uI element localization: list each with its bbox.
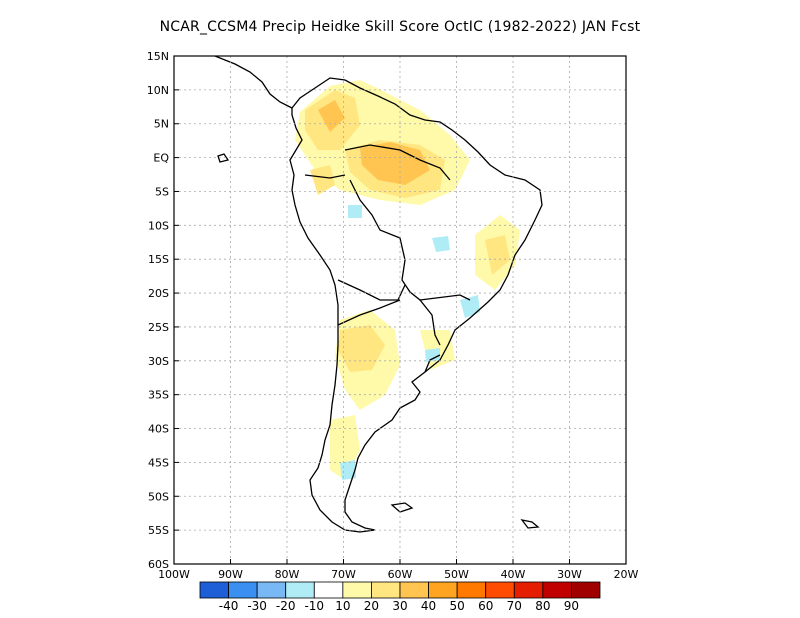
colorbar-swatch (428, 581, 458, 599)
coastline (214, 56, 543, 533)
grid (174, 56, 626, 564)
colorbar-swatch (371, 581, 401, 599)
colorbar-swatch (456, 581, 487, 599)
colorbar-swatch (256, 581, 287, 599)
colorbar-label: -40 (219, 599, 239, 613)
skill-shading (295, 80, 520, 480)
lat-tick-label: EQ (153, 152, 169, 165)
colorbar-label: 10 (335, 599, 350, 613)
lat-tick-label: 15S (148, 253, 169, 266)
lat-tick-label: 5S (155, 185, 169, 198)
lon-tick-label: 90W (218, 568, 243, 581)
lat-tick-label: 40S (148, 423, 169, 436)
colorbar-label: 70 (507, 599, 522, 613)
lon-tick-label: 100W (158, 568, 190, 581)
colorbar-swatch (399, 581, 429, 599)
colorbar-label: 40 (421, 599, 436, 613)
lat-tick-label: 10S (148, 219, 169, 232)
axis-ticks: 15N 10N 5N EQ 5S 10S 15S 20S 25S 30S 35S 40S 45S 50S 5… (147, 50, 639, 581)
lon-tick-label: 30W (557, 568, 582, 581)
colorbar-label: -10 (304, 599, 324, 613)
colorbar-label: 30 (392, 599, 407, 613)
lat-tick-label: 60S (148, 558, 169, 571)
lat-tick-label: 30S (148, 355, 169, 368)
colorbar-swatch (228, 581, 258, 599)
lon-tick-label: 50W (444, 568, 469, 581)
lat-tick-label: 20S (148, 287, 169, 300)
colorbar-swatch (571, 581, 601, 599)
map-title: NCAR_CCSM4 Precip Heidke Skill Score Oct… (159, 19, 641, 35)
colorbar-label: -30 (247, 599, 267, 613)
lon-tick-label: 60W (388, 568, 413, 581)
colorbar-label: 50 (450, 599, 465, 613)
colorbar: -40 -30 -20 -10 10 20 30 40 50 60 70 80 90 (199, 581, 601, 613)
colorbar-swatch (199, 581, 229, 599)
colorbar-swatch (485, 581, 515, 599)
colorbar-swatch (542, 581, 572, 599)
lat-tick-label: 55S (148, 524, 169, 537)
colorbar-label: 90 (564, 599, 579, 613)
lon-tick-label: 70W (331, 568, 356, 581)
lon-tick-label: 80W (275, 568, 300, 581)
colorbar-swatch (313, 581, 344, 599)
colorbar-label: -20 (276, 599, 296, 613)
colorbar-swatch (513, 581, 544, 599)
lat-tick-label: 5N (154, 118, 169, 131)
lat-tick-label: 25S (148, 321, 169, 334)
lon-tick-label: 20W (614, 568, 639, 581)
lat-tick-label: 45S (148, 456, 169, 469)
lat-tick-label: 50S (148, 490, 169, 503)
lat-tick-label: 10N (147, 84, 169, 97)
colorbar-swatch (342, 581, 372, 599)
colorbar-label: 20 (364, 599, 379, 613)
colorbar-label: 60 (478, 599, 493, 613)
lat-tick-label: 35S (148, 389, 169, 402)
lat-tick-label: 15N (147, 50, 169, 63)
colorbar-swatch (285, 581, 315, 599)
lon-tick-label: 40W (501, 568, 526, 581)
colorbar-label: 80 (535, 599, 550, 613)
